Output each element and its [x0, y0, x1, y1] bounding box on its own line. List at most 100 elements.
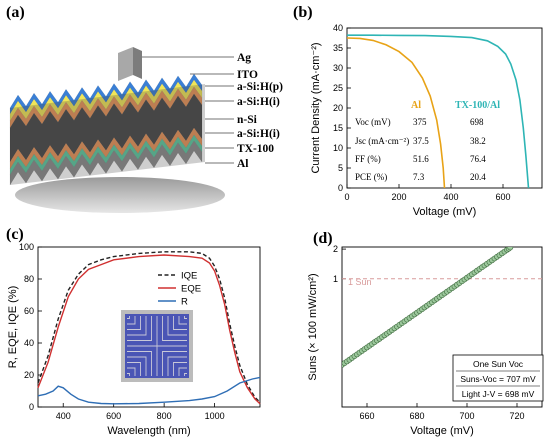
data-point: [507, 247, 514, 251]
finger-line: [127, 351, 152, 376]
finger-line: [127, 367, 136, 376]
finger-line: [127, 373, 130, 376]
layer-label-al: Al: [237, 158, 249, 170]
x-tick-label: 400: [56, 411, 71, 421]
y-tick-label: 5: [338, 163, 343, 173]
stack-shadow: [15, 177, 225, 213]
plot-frame: [341, 246, 543, 408]
y-tick-label: 10: [333, 143, 343, 153]
layer-stack: [9, 73, 205, 186]
box-line-1: Suns-Voc = 707 mV: [460, 374, 536, 384]
x-tick-label: 720: [509, 411, 524, 421]
table-cell: 698: [470, 117, 484, 127]
y-axis-label: Current Density (mA·cm⁻²): [310, 42, 322, 173]
suns-voc-points: [342, 247, 514, 368]
panel-d-label: (d): [313, 230, 333, 247]
y-tick-label: 2: [333, 244, 338, 254]
layer-label-tx-100: TX-100: [237, 143, 274, 155]
y-tick-label: 80: [24, 274, 34, 284]
finger-line: [178, 367, 187, 376]
legend-label-eqe: EQE: [181, 284, 201, 295]
y-tick-label: 40: [333, 23, 343, 33]
series-line-eqe: [37, 254, 261, 405]
y-axis-label: Suns (× 100 mW/cm²): [307, 273, 319, 380]
table-row-label: Voc (mV): [355, 117, 391, 127]
finger-line: [184, 373, 187, 376]
layer-label-a-si-i-top: a-Si:H(i): [237, 96, 280, 108]
x-tick-label: 200: [391, 192, 406, 202]
finger-line: [127, 356, 147, 376]
y-tick-label: 1: [333, 274, 338, 284]
y-tick-label: 100: [19, 242, 34, 252]
performance-table: Al TX-100/Al Voc (mV) 375 698 Jsc (mA·cm…: [355, 100, 500, 182]
x-axis-label: Wavelength (nm): [107, 425, 190, 437]
table-cell: 37.5: [413, 136, 429, 146]
series-line-tx-100-al: [347, 34, 530, 189]
y-tick-label: 60: [24, 306, 34, 316]
x-tick-label: 0: [344, 192, 349, 202]
x-axis-label: Voltage (mV): [410, 425, 474, 437]
table-cell: 76.4: [470, 154, 486, 164]
y-tick-label: 15: [333, 123, 343, 133]
table-row-label: PCE (%): [355, 172, 387, 182]
table-header-tx: TX-100/Al: [455, 100, 500, 111]
layer-labels: Ag ITO a-Si:H(p) a-Si:H(i) n-Si a-Si:H(i…: [142, 52, 283, 170]
finger-line: [127, 316, 130, 319]
table-cell: 375: [413, 117, 427, 127]
finger-line: [162, 351, 187, 376]
panel-a: (a) Ag ITO a-Si:H(p) a-Si:H(i) n-Si a-Si…: [6, 4, 283, 213]
x-tick-label: 600: [495, 192, 510, 202]
series-line-r: [37, 376, 261, 405]
table-cell: 38.2: [470, 136, 486, 146]
table-row-label: Jsc (mA·cm⁻²): [355, 136, 409, 146]
panel-d: (d) 660 680 700 720 1 2 Voltage (mV) Suns (× 10…: [307, 230, 544, 437]
layer-label-n-si: n-Si: [237, 114, 258, 126]
finger-line: [127, 316, 136, 325]
box-line-2: Light J-V = 698 mV: [462, 389, 535, 399]
panel-c: (c) 400 600 800 1000 0 20 40 60 80 100 Wavelength …: [6, 226, 261, 437]
x-tick-label: 660: [359, 411, 374, 421]
finger-line: [173, 362, 187, 376]
layer-label-a-si-i-bottom: a-Si:H(i): [237, 128, 280, 140]
voc-info-box: One Sun Voc Suns-Voc = 707 mV Light J-V …: [452, 354, 544, 402]
table-cell: 20.4: [470, 172, 486, 182]
chart-c: 400 600 800 1000 0 20 40 60 80 100 Wavelength (nm)…: [7, 242, 261, 437]
series-line-al: [346, 37, 446, 189]
box-title: One Sun Voc: [473, 359, 524, 369]
plot-frame: [346, 27, 543, 189]
panel-b: (b) 0 200 400 600 0 5 10 15 20 25 30 35 40 Voltage (m…: [293, 4, 543, 218]
legend-label-r: R: [181, 297, 188, 308]
finger-line: [167, 356, 187, 376]
panel-c-label: (c): [6, 226, 24, 243]
table-row-label: FF (%): [355, 154, 381, 164]
y-tick-label: 20: [333, 103, 343, 113]
panel-b-label: (b): [293, 4, 313, 21]
x-axis-label: Voltage (mV): [413, 206, 477, 218]
y-tick-label: 40: [24, 338, 34, 348]
layer-6: [9, 140, 203, 186]
series-line-iqe: [37, 251, 261, 403]
y-tick-label: 20: [24, 370, 34, 380]
layer-label-ag: Ag: [237, 52, 251, 64]
y-tick-label: 0: [338, 183, 343, 193]
panel-a-label: (a): [6, 4, 25, 21]
finger-line: [127, 316, 141, 330]
one-sun-label: 1 Sun: [348, 277, 372, 287]
finger-line: [178, 316, 187, 325]
inset-grid-pattern: [121, 310, 193, 382]
y-tick-label: 30: [333, 63, 343, 73]
chart-d: 660 680 700 720 1 2 Voltage (mV) Suns (× 100 mW…: [307, 244, 543, 437]
x-tick-label: 600: [106, 411, 121, 421]
table-cell: 51.6: [413, 154, 429, 164]
table-cell: 7.3: [413, 172, 425, 182]
y-axis-label: R, EQE, IQE (%): [7, 286, 19, 369]
y-tick-label: 0: [29, 402, 34, 412]
x-tick-label: 1000: [205, 411, 225, 421]
layer-label-ito: ITO: [237, 69, 258, 81]
y-tick-label: 25: [333, 83, 343, 93]
table-header-al: Al: [411, 100, 421, 111]
finger-line: [173, 316, 187, 330]
x-tick-label: 400: [443, 192, 458, 202]
x-tick-label: 680: [409, 411, 424, 421]
stack-front-face: [10, 84, 205, 185]
